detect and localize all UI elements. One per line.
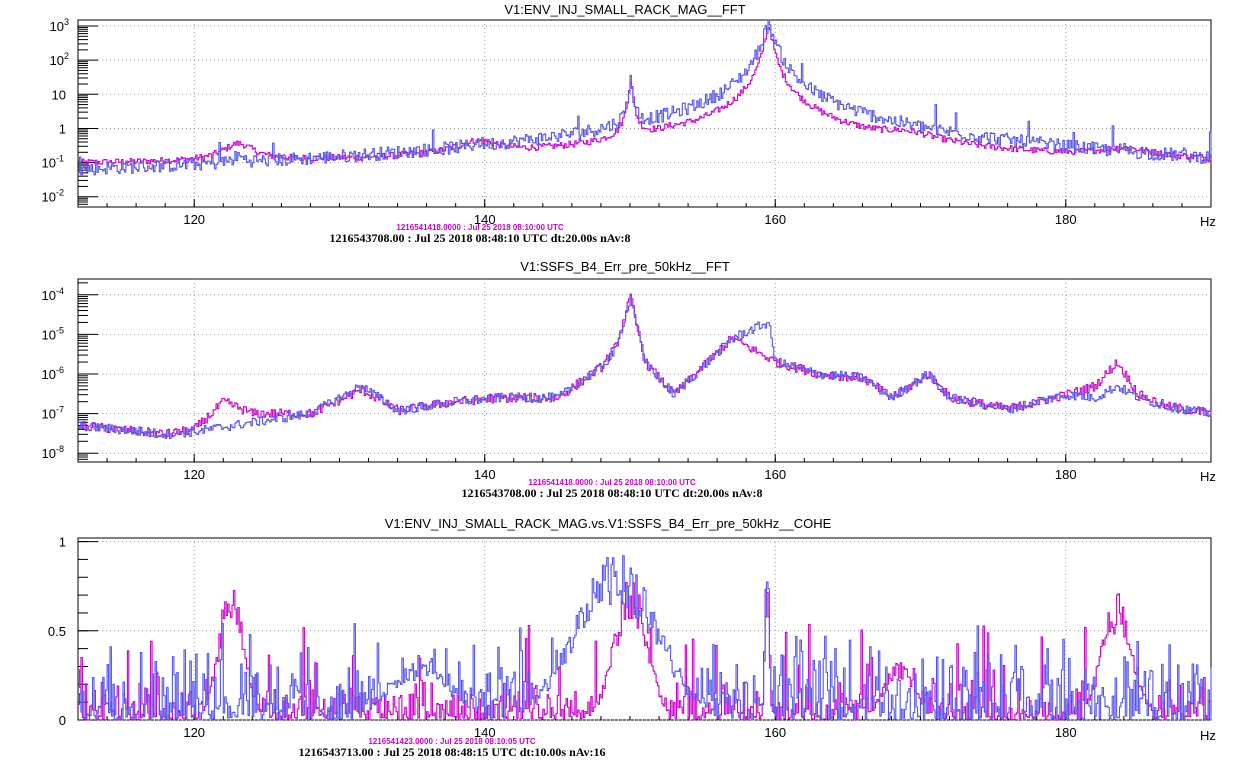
series-line-blue xyxy=(78,555,1212,721)
x-tick-label: 140 xyxy=(474,212,496,227)
panel-title: V1:ENV_INJ_SMALL_RACK_MAG.vs.V1:SSFS_B4_… xyxy=(385,516,832,531)
x-tick-label: 180 xyxy=(1055,212,1077,227)
panel-title: V1:SSFS_B4_Err_pre_50kHz__FFT xyxy=(520,259,730,274)
x-tick-label: 120 xyxy=(183,725,205,740)
plot-frame xyxy=(77,19,1212,208)
y-tick-label: 10-8 xyxy=(42,444,64,461)
timestamp-info: 1216543713.00 : Jul 25 2018 08:48:15 UTC… xyxy=(298,745,605,759)
panel-title: V1:ENV_INJ_SMALL_RACK_MAG__FFT xyxy=(504,2,745,17)
y-tick-label: 10-5 xyxy=(42,325,64,342)
panel-ssfs-fft: V1:SSFS_B4_Err_pre_50kHz__FFT 120 140 160 1… xyxy=(42,259,1216,500)
x-tick-label: 180 xyxy=(1055,467,1077,482)
x-tick-label: 180 xyxy=(1055,725,1077,740)
y-tick-label: 10 xyxy=(52,87,66,102)
series-group xyxy=(78,19,1212,176)
series-line-blue xyxy=(78,294,1212,440)
y-tick-label: 0 xyxy=(59,713,66,728)
y-tick-label: 10-6 xyxy=(42,365,64,382)
y-tick-label: 1 xyxy=(59,535,66,550)
series-group xyxy=(78,555,1212,721)
y-tick-label: 10-1 xyxy=(42,154,64,171)
x-tick-label: 160 xyxy=(764,467,786,482)
grid-lines xyxy=(78,538,1211,721)
x-axis-unit: Hz xyxy=(1200,728,1216,743)
grid-lines xyxy=(78,20,1211,207)
x-axis-unit: Hz xyxy=(1200,469,1216,484)
y-tick-label: 0.5 xyxy=(48,624,66,639)
series-line-magenta xyxy=(78,27,1212,166)
y-tick-label: 1 xyxy=(59,121,66,136)
series-line-magenta xyxy=(78,582,1212,721)
x-tick-label: 160 xyxy=(764,725,786,740)
reference-time: 1216541423.0000 : Jul 25 2018 08:10:05 U… xyxy=(368,737,535,746)
x-tick-label: 120 xyxy=(183,467,205,482)
plot-frame xyxy=(77,278,1212,463)
x-tick-label: 140 xyxy=(474,467,496,482)
panel-coherence: V1:ENV_INJ_SMALL_RACK_MAG.vs.V1:SSFS_B4_… xyxy=(48,516,1216,759)
y-tick-label: 10-2 xyxy=(42,188,64,205)
y-tick-label: 102 xyxy=(50,51,69,68)
reference-time: 1216541418.0000 : Jul 25 2018 08:10:00 U… xyxy=(528,478,695,487)
series-group xyxy=(78,293,1212,440)
x-tick-label: 140 xyxy=(474,725,496,740)
reference-time: 1216541418.0000 : Jul 25 2018 08:10:00 U… xyxy=(396,223,563,232)
y-tick-label: 10-7 xyxy=(42,405,64,422)
x-axis-unit: Hz xyxy=(1200,214,1216,229)
plot-frame xyxy=(77,537,1212,721)
series-line-blue xyxy=(78,19,1212,176)
timestamp-info: 1216543708.00 : Jul 25 2018 08:48:10 UTC… xyxy=(461,486,762,500)
panel-mag-fft: V1:ENV_INJ_SMALL_RACK_MAG__FFT 120 140 160… xyxy=(42,2,1216,245)
timestamp-info: 1216543708.00 : Jul 25 2018 08:48:10 UTC… xyxy=(329,231,630,245)
y-tick-label: 103 xyxy=(50,17,69,34)
y-tick-label: 10-4 xyxy=(42,286,64,303)
x-tick-label: 160 xyxy=(764,212,786,227)
x-tick-label: 120 xyxy=(183,212,205,227)
